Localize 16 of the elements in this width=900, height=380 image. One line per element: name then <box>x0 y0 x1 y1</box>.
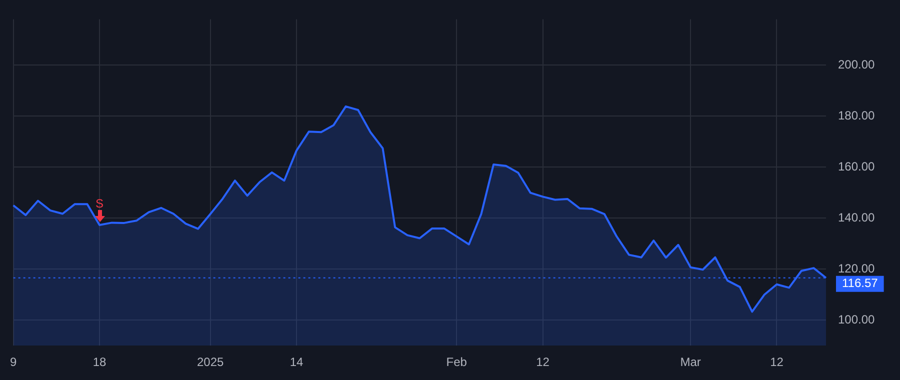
x-tick-label: Mar <box>680 355 701 370</box>
y-tick-label: 160.00 <box>838 159 876 174</box>
x-tick-label: 2025 <box>196 355 224 370</box>
y-tick-label: 120.00 <box>838 261 876 276</box>
y-tick-label: 180.00 <box>838 108 876 122</box>
x-tick-label: 9 <box>10 355 17 370</box>
x-tick-label: 12 <box>536 355 550 370</box>
annotation: S <box>96 196 104 210</box>
y-tick-label: 200.00 <box>838 57 876 72</box>
x-tick-label: 18 <box>92 355 107 370</box>
y-tick-label: 100.00 <box>838 312 876 326</box>
ref-line-label: 116.57 <box>842 276 878 290</box>
y-tick-label: 140.00 <box>838 210 876 224</box>
x-tick-label: 12 <box>770 355 784 370</box>
x-tick-label: 14 <box>290 355 304 370</box>
x-tick-label: Feb <box>446 355 468 370</box>
